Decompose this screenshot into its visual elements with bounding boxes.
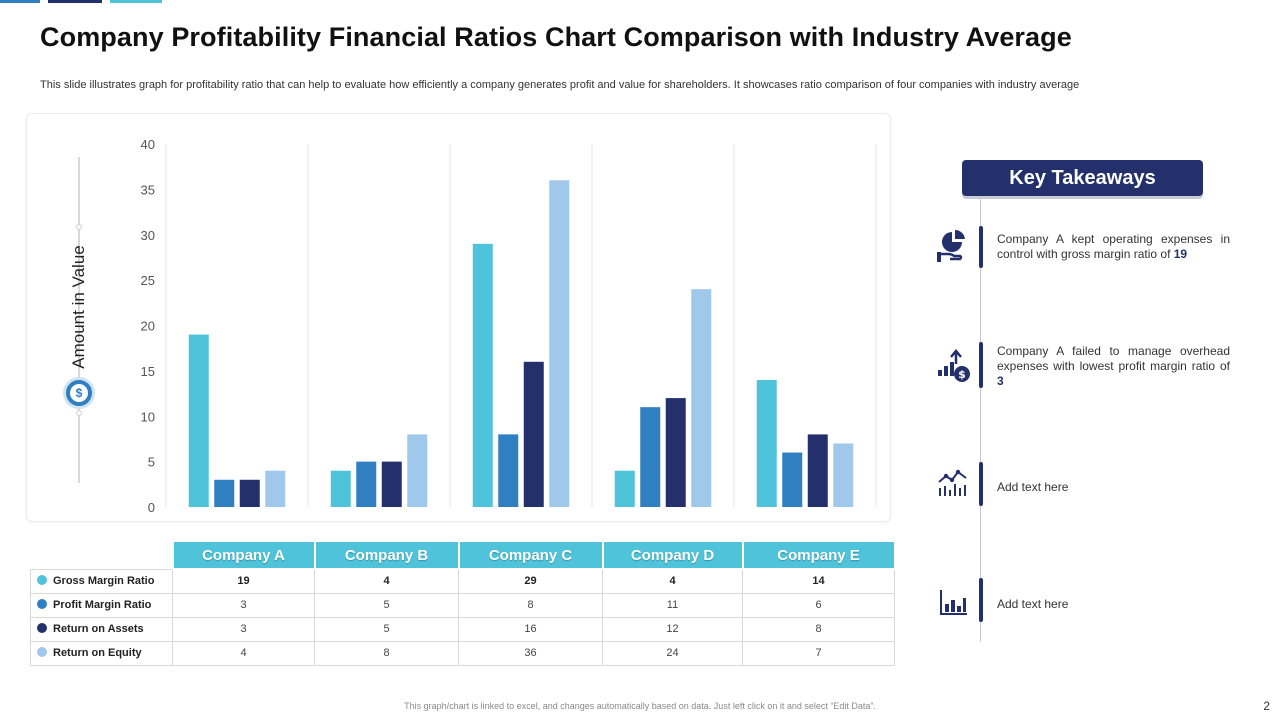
row-label: Profit Margin Ratio	[30, 592, 173, 618]
bar	[265, 470, 286, 507]
rail-dot-bottom	[76, 410, 82, 416]
takeaway-text: Company A failed to manage overhead expe…	[997, 344, 1230, 388]
bar	[807, 434, 828, 507]
y-tick-label: 35	[141, 182, 155, 197]
table-cell: 14	[742, 568, 895, 594]
bar	[691, 289, 712, 507]
bar	[782, 452, 803, 507]
top-accent-strip-1	[0, 0, 40, 3]
takeaway-marker	[979, 226, 983, 268]
row-label: Return on Assets	[30, 616, 173, 642]
bar	[472, 243, 493, 507]
bar	[549, 180, 570, 508]
slide-subtitle: This slide illustrates graph for profita…	[40, 79, 1080, 91]
svg-text:$: $	[958, 368, 966, 381]
table-cell: 5	[314, 616, 459, 642]
y-tick-label: 25	[141, 273, 155, 288]
table-row: Gross Margin Ratio 19 4 29 4 14	[30, 568, 895, 594]
bar	[356, 461, 377, 507]
bar	[214, 479, 235, 507]
y-tick-label: 40	[141, 137, 155, 152]
bar	[614, 470, 635, 507]
column-header: Company A	[171, 540, 316, 570]
table-row: Profit Margin Ratio 3 5 8 11 6	[30, 592, 895, 618]
table-cell: 19	[172, 568, 315, 594]
table-row: Return on Equity 4 8 36 24 7	[30, 640, 895, 666]
column-header: Company D	[601, 540, 744, 570]
table-cell: 4	[172, 640, 315, 666]
growth-chart-dollar-icon: $	[938, 349, 970, 382]
table-cell: 4	[314, 568, 459, 594]
takeaway-marker	[979, 462, 983, 506]
y-axis-label-rail	[78, 157, 80, 483]
top-accent-strip-2	[48, 0, 102, 3]
bar	[239, 479, 260, 507]
table-cell: 8	[458, 592, 603, 618]
table-row: Return on Assets 3 5 16 12 8	[30, 616, 895, 642]
bar	[833, 443, 854, 507]
table-cell: 16	[458, 616, 603, 642]
slide-title: Company Profitability Financial Ratios C…	[40, 22, 1072, 52]
page-number: 2	[1263, 699, 1270, 713]
table-cell: 6	[742, 592, 895, 618]
bar	[665, 398, 686, 507]
row-label: Gross Margin Ratio	[30, 568, 173, 594]
bar	[381, 461, 402, 507]
dollar-coin-icon: $	[63, 377, 95, 409]
bar-chart-icon	[940, 590, 967, 615]
table-cell: 8	[742, 616, 895, 642]
takeaway-text: Add text here	[997, 597, 1069, 611]
y-tick-label: 15	[141, 364, 155, 379]
table-corner	[31, 541, 173, 569]
bar	[407, 434, 428, 507]
key-takeaways-header: Key Takeaways	[962, 160, 1203, 196]
table-cell: 24	[602, 640, 743, 666]
y-tick-label: 5	[148, 455, 155, 470]
bar-chart[interactable]: 0 5 10 15 20 25 30 35 40	[0, 0, 900, 530]
chart-card[interactable]	[26, 113, 891, 522]
y-axis-label: Amount in Value	[69, 245, 88, 369]
top-accent-strip-3	[110, 0, 162, 3]
line-bar-chart-icon	[938, 469, 967, 496]
footer-note: This graph/chart is linked to excel, and…	[404, 701, 876, 711]
legend-swatch	[37, 575, 47, 585]
bar	[188, 334, 209, 507]
bar	[640, 407, 661, 507]
table-cell: 8	[314, 640, 459, 666]
takeaway-marker	[979, 578, 983, 622]
row-label: Return on Equity	[30, 640, 173, 666]
takeaway-text: Company A kept operating expenses in con…	[997, 232, 1230, 261]
takeaway-marker	[979, 342, 983, 388]
y-tick-label: 20	[141, 319, 155, 334]
table-cell: 12	[602, 616, 743, 642]
table-cell: 4	[602, 568, 743, 594]
legend-swatch	[37, 647, 47, 657]
table-cell: 29	[458, 568, 603, 594]
bar	[498, 434, 519, 507]
column-header: Company B	[313, 540, 460, 570]
pie-chart-hand-icon	[937, 229, 965, 262]
legend-swatch	[37, 623, 47, 633]
table-cell: 11	[602, 592, 743, 618]
y-tick-label: 10	[141, 409, 155, 424]
bar	[523, 361, 544, 507]
table-cell: 3	[172, 616, 315, 642]
bar	[330, 470, 351, 507]
rail-dot-top	[76, 224, 82, 230]
takeaway-text: Add text here	[997, 480, 1069, 494]
legend-swatch	[37, 599, 47, 609]
bar	[756, 379, 777, 507]
table-cell: 3	[172, 592, 315, 618]
y-tick-label: 0	[148, 500, 155, 515]
y-tick-label: 30	[141, 228, 155, 243]
takeaways-timeline	[980, 197, 981, 642]
table-cell: 36	[458, 640, 603, 666]
table-cell: 5	[314, 592, 459, 618]
column-header: Company C	[457, 540, 604, 570]
data-table[interactable]: Company A Company B Company C Company D …	[30, 540, 896, 666]
table-header-row: Company A Company B Company C Company D …	[31, 540, 896, 570]
table-cell: 7	[742, 640, 895, 666]
column-header: Company E	[741, 540, 896, 570]
